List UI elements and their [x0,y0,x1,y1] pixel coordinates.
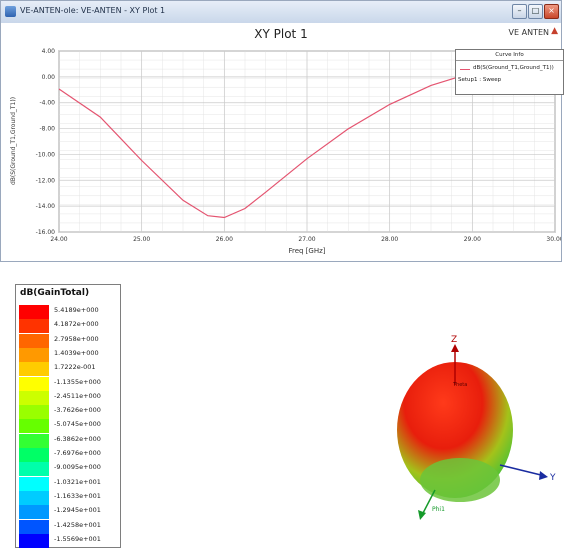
colorbar-value-label: -6.3862e+000 [54,434,101,443]
colorbar-row: -1.2945e+001 [19,505,117,520]
colorbar-value-label: -1.5569e+001 [54,534,101,543]
y-tick-label: 4.00 [42,48,56,55]
colorbar-value-label: -1.2945e+001 [54,506,101,515]
z-axis-arrow-icon [451,344,459,352]
colorbar-row: 1.4039e+000 [19,347,117,362]
gain-colorbar[interactable]: dB(GainTotal) 5.4189e+000 4.1872e+000 2.79… [15,284,121,548]
colorbar-value-label: -1.1633e+001 [54,491,101,500]
x-axis-label: Freq [GHz] [288,247,325,255]
colorbar-value-label: -1.4258e+001 [54,520,101,529]
maximize-button[interactable]: □ [528,4,543,19]
colorbar-value-label: -9.0095e+000 [54,463,101,472]
colorbar-swatch [19,476,49,491]
x-tick-label: 25.00 [133,236,150,243]
colorbar-value-label: -5.0745e+000 [54,420,101,429]
colorbar-title: dB(GainTotal) [20,288,90,298]
x-axis-label: Phi1 [432,506,445,513]
colorbar-swatch [19,490,49,505]
colorbar-row: -2.4511e+000 [19,390,117,405]
colorbar-swatch [19,405,49,420]
y-axis-label: dB(S(Ground_T1,Ground_T1)) [10,97,17,185]
y-tick-label: -10.00 [36,151,56,158]
plot-area[interactable]: XY Plot 1 VE ANTEN ▲ 24.00 25.00 26.00 27.0… [1,23,564,261]
colorbar-value-label: 1.7222e-001 [54,363,96,372]
colorbar-row: -1.1633e+001 [19,490,117,505]
colorbar-row: -1.5569e+001 [19,533,117,548]
y-axis-label: Y [549,473,556,483]
colorbar-swatch [19,448,49,462]
colorbar-swatch [19,333,49,348]
colorbar-swatch [19,362,49,377]
y-tick-label: -12.00 [36,177,56,184]
colorbar-value-label: 4.1872e+000 [54,320,99,329]
tick-labels: 24.00 25.00 26.00 27.00 28.00 29.00 30.00 4.00 0… [36,48,561,243]
colorbar-value-label: -3.7626e+000 [54,406,101,415]
colorbar-swatch [19,305,49,319]
app-icon [5,6,16,17]
y-tick-label: 0.00 [42,74,56,81]
colorbar-row: -1.4258e+001 [19,519,117,534]
colorbar-swatch [19,433,49,448]
colorbar-value-label: -1.1355e+000 [54,377,101,386]
colorbar-value-label: 2.7958e+000 [54,334,99,343]
x-tick-label: 26.00 [216,236,233,243]
colorbar-row: 4.1872e+000 [19,319,117,334]
close-button[interactable]: × [544,4,559,19]
x-tick-label: 28.00 [381,236,398,243]
pattern-lower-lobe [420,458,500,502]
colorbar-swatch [19,419,49,434]
colorbar-value-label: -7.6976e+000 [54,449,101,457]
x-tick-label: 29.00 [464,236,481,243]
z-axis-label: Z [451,335,457,345]
colorbar-swatch [19,505,49,520]
legend-header: Curve Info [456,50,563,61]
x-axis-line [421,489,436,516]
theta-marker-label: Theta [452,382,467,388]
curve-info-legend[interactable]: Curve Info dB(S(Ground_T1,Ground_T1)) Se… [455,49,564,95]
colorbar-swatch [19,319,49,334]
colorbar-swatch [19,376,49,391]
y-tick-label: -14.00 [36,203,56,210]
colorbar-swatch [19,462,49,477]
x-tick-label: 24.00 [50,236,67,243]
colorbar-value-label: 1.4039e+000 [54,348,99,357]
radiation-pattern-3d[interactable]: Z Theta Y Phi1 [380,330,565,545]
xy-plot-window: VE-ANTEN-ole: VE-ANTEN - XY Plot 1 – □ ×… [0,0,564,262]
y-axis-line [499,464,546,477]
window-title: VE-ANTEN-ole: VE-ANTEN - XY Plot 1 [20,6,166,15]
x-axis-arrow-icon [418,510,426,520]
colorbar-row: -1.0321e+001 [19,476,117,491]
colorbar-row: 2.7958e+000 [19,333,117,348]
colorbar-value-label: -1.0321e+001 [54,477,101,486]
window-titlebar[interactable]: VE-ANTEN-ole: VE-ANTEN - XY Plot 1 – □ × [1,1,561,24]
brand-logo-icon: ▲ [551,26,558,36]
minimize-button[interactable]: – [512,4,527,19]
colorbar-value-label: -2.4511e+000 [54,391,101,400]
y-tick-label: -8.00 [39,126,55,133]
colorbar-row: -5.0745e+000 [19,419,117,434]
legend-entry-label: dB(S(Ground_T1,Ground_T1)) [473,65,554,71]
colorbar-swatch [19,519,49,534]
colorbar-row: -6.3862e+000 [19,433,117,448]
colorbar-swatch [19,347,49,362]
y-tick-label: -4.00 [39,100,55,107]
legend-line-swatch [460,69,470,70]
legend-entry[interactable]: dB(S(Ground_T1,Ground_T1)) [456,64,563,74]
colorbar-swatch [19,533,49,548]
colorbar-swatch [19,390,49,405]
y-axis-arrow-icon [539,471,548,480]
y-tick-label: -16.00 [36,229,56,236]
colorbar-row: -7.6976e+000 [19,448,117,462]
x-tick-label: 30.00 [546,236,561,243]
x-tick-label: 27.00 [298,236,315,243]
plot-title: XY Plot 1 [254,27,308,41]
colorbar-row: -1.1355e+000 [19,376,117,391]
colorbar-row: 1.7222e-001 [19,362,117,377]
plot-brand: VE ANTEN [508,28,549,37]
colorbar-row: -9.0095e+000 [19,462,117,477]
colorbar-value-label: 5.4189e+000 [54,306,99,314]
legend-setup-label: Setup1 : Sweep [458,77,502,83]
colorbar-row: 5.4189e+000 [19,305,117,319]
colorbar-row: -3.7626e+000 [19,405,117,420]
